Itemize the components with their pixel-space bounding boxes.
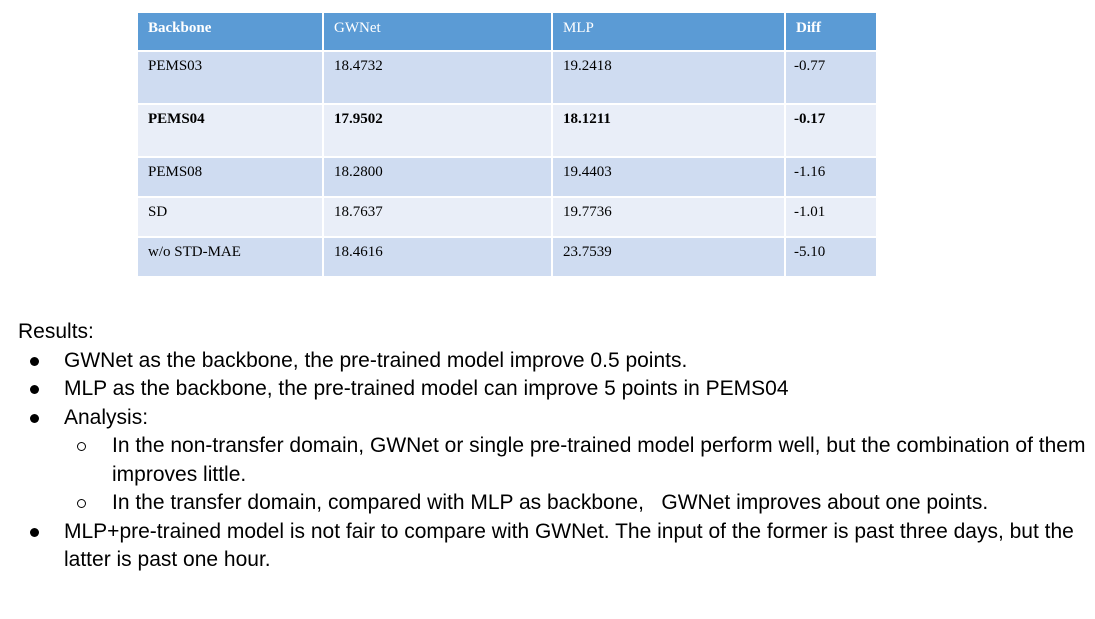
cell-gwnet: 18.4732 (322, 50, 553, 105)
cell-diff: -5.10 (784, 236, 878, 278)
list-item: MLP as the backbone, the pre-trained mod… (18, 375, 1088, 404)
bullet-icon (30, 356, 39, 366)
cell-gwnet: 18.2800 (322, 156, 553, 198)
cell-gwnet: 18.4616 (322, 236, 553, 278)
cell-gwnet: 18.7637 (322, 196, 553, 238)
list-item: Analysis: In the non-transfer domain, GW… (18, 404, 1088, 518)
cell-mlp: 19.4403 (551, 156, 786, 198)
table-row: w/o STD-MAE 18.4616 23.7539 -5.10 (136, 236, 878, 278)
table-header-row: Backbone GWNet MLP Diff (136, 11, 878, 52)
cell-backbone: PEMS03 (136, 50, 324, 105)
sub-list-item-text: In the non-transfer domain, GWNet or sin… (112, 434, 1086, 486)
bullet-icon (30, 385, 39, 394)
notes-heading: Results: (18, 320, 94, 343)
cell-diff: -0.77 (784, 50, 878, 105)
cell-diff: -0.17 (784, 103, 878, 158)
cell-backbone: PEMS04 (136, 103, 324, 158)
cell-diff: -1.16 (784, 156, 878, 198)
table-row: PEMS03 18.4732 19.2418 -0.77 (136, 50, 878, 105)
results-notes: Results: GWNet as the backbone, the pre-… (18, 318, 1088, 575)
list-item-text: MLP as the backbone, the pre-trained mod… (64, 377, 789, 400)
bullet-icon (30, 527, 39, 537)
sub-list-item: In the non-transfer domain, GWNet or sin… (18, 432, 1088, 489)
cell-backbone: w/o STD-MAE (136, 236, 324, 278)
list-item-text: MLP+pre-trained model is not fair to com… (64, 519, 1074, 572)
table-row: PEMS08 18.2800 19.4403 -1.16 (136, 156, 878, 198)
list-item-text: GWNet as the backbone, the pre-trained m… (64, 348, 688, 372)
header-diff: Diff (784, 11, 878, 52)
cell-mlp: 19.7736 (551, 196, 786, 238)
list-item: MLP+pre-trained model is not fair to com… (18, 518, 1088, 575)
hollow-bullet-icon (77, 442, 86, 451)
header-backbone: Backbone (136, 11, 324, 52)
table-row: SD 18.7637 19.7736 -1.01 (136, 196, 878, 238)
notes-list: GWNet as the backbone, the pre-trained m… (18, 347, 1088, 575)
header-gwnet: GWNet (322, 11, 553, 52)
header-mlp: MLP (551, 11, 786, 52)
bullet-icon (30, 413, 39, 423)
cell-mlp: 23.7539 (551, 236, 786, 278)
table-row: PEMS04 17.9502 18.1211 -0.17 (136, 103, 878, 158)
cell-diff: -1.01 (784, 196, 878, 238)
cell-mlp: 18.1211 (551, 103, 786, 158)
hollow-bullet-icon (77, 499, 86, 508)
cell-gwnet: 17.9502 (322, 103, 553, 158)
cell-mlp: 19.2418 (551, 50, 786, 105)
analysis-sublist: In the non-transfer domain, GWNet or sin… (64, 432, 1088, 518)
list-item-text: Analysis: (64, 405, 149, 429)
results-table: Backbone GWNet MLP Diff PEMS03 18.4732 1… (136, 11, 878, 278)
list-item: GWNet as the backbone, the pre-trained m… (18, 347, 1088, 376)
cell-backbone: PEMS08 (136, 156, 324, 198)
sub-list-item-text: In the transfer domain, compared with ML… (112, 491, 989, 514)
cell-backbone: SD (136, 196, 324, 238)
sub-list-item: In the transfer domain, compared with ML… (18, 489, 1088, 518)
